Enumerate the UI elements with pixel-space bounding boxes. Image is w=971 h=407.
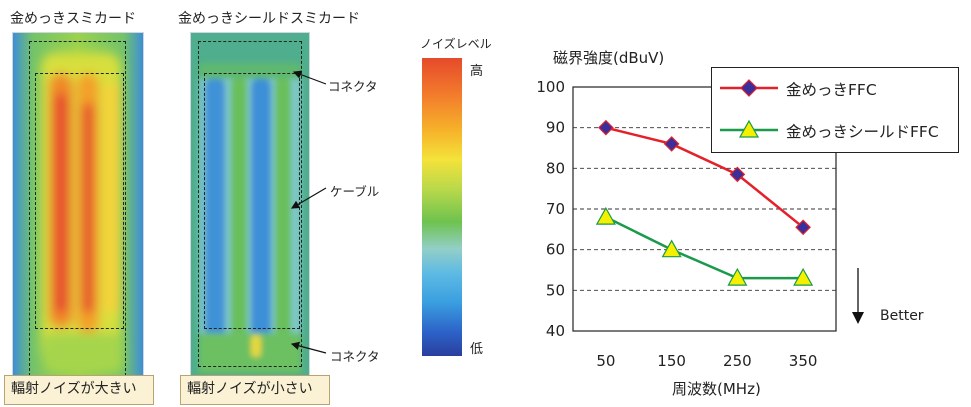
left-panel-title: 金めっきスミカード	[10, 11, 136, 27]
y-tick-label: 90	[546, 119, 565, 137]
legend-triangle-marker	[738, 119, 760, 138]
x-tick-label: 250	[723, 352, 752, 370]
heatmap-gold-image	[13, 33, 143, 377]
y-tick-label: 50	[546, 281, 565, 299]
scale-title: ノイズレベル	[420, 37, 492, 51]
chart-xlabel: 周波数(MHz)	[672, 380, 761, 398]
heatmap-gold	[12, 32, 144, 378]
left-caption: 輻射ノイズが大きい	[4, 375, 154, 405]
scale-low-label: 低	[470, 342, 484, 357]
data-point-diamond	[795, 219, 811, 236]
data-point-triangle	[595, 206, 616, 225]
heatmap-shield-image	[191, 33, 309, 377]
data-point-triangle	[727, 267, 748, 286]
x-tick-label: 350	[789, 352, 818, 370]
data-point-triangle	[661, 239, 682, 258]
annotation-cable: ケーブル	[330, 184, 380, 199]
annotation-connector-bottom: コネクタ	[330, 349, 380, 364]
chart-ylabel: 磁界強度(dBuV)	[553, 49, 665, 67]
y-tick-label: 60	[546, 241, 565, 259]
x-tick-label: 50	[596, 352, 615, 370]
heatmap-shield	[190, 32, 310, 378]
data-point-triangle	[793, 267, 814, 286]
y-tick-label: 40	[546, 322, 565, 340]
annotation-connector-top: コネクタ	[328, 79, 378, 94]
y-tick-label: 70	[546, 200, 565, 218]
series-line	[605, 216, 804, 280]
annotation-arrows	[290, 70, 327, 354]
better-arrow-icon	[852, 268, 864, 324]
x-tick-label: 150	[657, 352, 686, 370]
chart-legend: 金めっきFFC 金めっきシールドFFC	[711, 67, 959, 153]
gold-cable-region	[35, 73, 124, 329]
y-tick-label: 100	[536, 78, 565, 96]
y-tick-label: 80	[546, 159, 565, 177]
data-point-diamond	[729, 166, 746, 183]
series-line	[605, 126, 804, 229]
right-panel-title: 金めっきシールドスミカード	[178, 11, 360, 27]
data-point-diamond	[663, 136, 680, 152]
scale-high-label: 高	[470, 64, 484, 79]
noise-scale-bar	[422, 58, 462, 356]
right-caption: 輻射ノイズが小さい	[180, 375, 330, 405]
legend-diamond-marker	[740, 79, 758, 97]
better-label: Better	[880, 308, 924, 324]
legend-label-shield: 金めっきシールドFFC	[786, 123, 939, 141]
legend-swatches	[720, 79, 778, 138]
legend-label-gold: 金めっきFFC	[786, 81, 877, 99]
shield-outer-region	[198, 41, 302, 367]
data-point-diamond	[598, 119, 614, 136]
